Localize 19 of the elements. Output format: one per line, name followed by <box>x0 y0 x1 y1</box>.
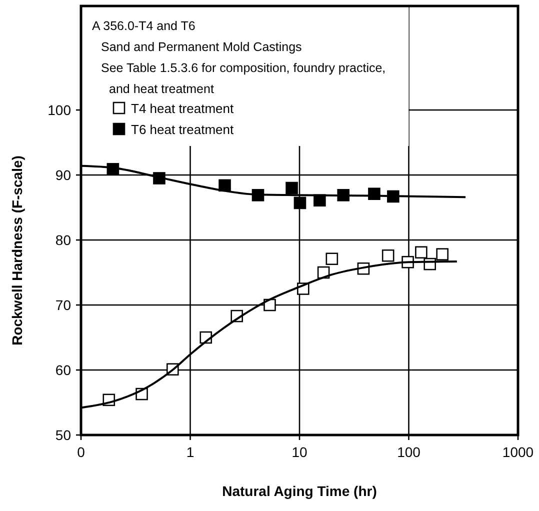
y-tick-label: 60 <box>55 362 72 378</box>
y-tick-label: 80 <box>55 232 72 248</box>
x-axis-title: Natural Aging Time (hr) <box>222 483 377 499</box>
y-tick-label: 100 <box>48 102 72 118</box>
x-tick-label: 1000 <box>502 444 534 460</box>
y-tick-label: 50 <box>55 427 72 443</box>
y-tick-label: 70 <box>55 297 72 313</box>
x-tick-label: 0 <box>77 444 86 460</box>
text: A 356.0-T4 and T6 <box>92 19 196 33</box>
x-tick-label: 1 <box>186 444 194 460</box>
text: Sand and Permanent Mold Castings <box>101 40 302 54</box>
y-tick-label: 90 <box>55 167 72 183</box>
legend-label: T6 heat treatment <box>131 122 234 137</box>
legend-label: T4 heat treatment <box>131 101 234 116</box>
x-tick-label: 100 <box>397 444 421 460</box>
y-axis-title: Rockwell Hardness (F-scale) <box>9 156 25 346</box>
x-tick-label: 10 <box>292 444 308 460</box>
annotation: See Table 1.5.3.6 for composition, foundry practice, <box>101 61 386 75</box>
annotation: and heat treatment <box>109 82 214 96</box>
